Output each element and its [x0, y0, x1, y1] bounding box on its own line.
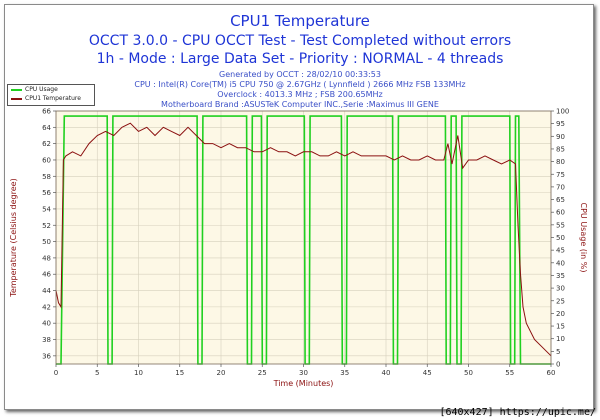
y-right-tick-label: 40 [556, 259, 565, 267]
y-right-tick-label: 5 [556, 348, 560, 356]
chart-title: CPU1 Temperature [230, 12, 370, 30]
y-right-tick-label: 85 [556, 145, 565, 153]
y-right-tick-label: 75 [556, 171, 565, 179]
x-tick-label: 30 [299, 369, 308, 377]
legend-label-cpu-usage: CPU Usage [25, 86, 58, 93]
y-left-axis-label: Temperature (Celsius degree) [9, 178, 18, 297]
y-left-tick-label: 40 [42, 320, 51, 328]
x-tick-label: 5 [95, 369, 99, 377]
y-left-tick-label: 62 [42, 140, 51, 148]
x-tick-label: 10 [134, 369, 143, 377]
y-left-tick-label: 52 [42, 222, 51, 230]
legend-item-cpu-usage: CPU Usage [11, 86, 58, 93]
y-left-tick-label: 44 [42, 287, 51, 295]
legend-swatch-cpu-usage [11, 88, 22, 91]
watermark: [640x427] https://upic.me/ [439, 407, 596, 418]
y-right-axis-label: CPU Usage (in %) [579, 203, 588, 273]
info-motherboard: Motherboard Brand :ASUSTeK Computer INC.… [161, 100, 439, 109]
x-tick-label: 45 [423, 369, 432, 377]
y-left-tick-label: 50 [42, 238, 51, 246]
y-right-tick-label: 55 [556, 221, 565, 229]
y-left-tick-label: 38 [42, 336, 51, 344]
legend-item-temperature: CPU1 Temperature [11, 95, 81, 102]
x-tick-label: 35 [340, 369, 349, 377]
y-right-tick-label: 15 [556, 323, 565, 331]
y-left-tick-label: 42 [42, 303, 51, 311]
x-tick-label: 55 [505, 369, 514, 377]
y-right-tick-label: 50 [556, 234, 565, 242]
y-right-tick-label: 70 [556, 183, 565, 191]
y-right-tick-label: 65 [556, 196, 565, 204]
y-left-tick-label: 56 [42, 189, 51, 197]
info-cpu: CPU : Intel(R) Core(TM) i5 CPU 750 @ 2.6… [134, 80, 466, 89]
y-left-tick-label: 54 [42, 205, 51, 213]
x-tick-label: 15 [175, 369, 184, 377]
y-right-tick-label: 80 [556, 158, 565, 166]
y-right-tick-label: 20 [556, 310, 565, 318]
info-overclock: Overclock : 4013.3 MHz ; FSB 200.65MHz [217, 90, 383, 99]
y-left-tick-label: 48 [42, 254, 51, 262]
y-right-tick-label: 30 [556, 285, 565, 293]
series-line-temperature [55, 122, 552, 357]
y-left-tick-label: 60 [42, 156, 51, 164]
y-left-tick-label: 64 [42, 124, 51, 132]
x-axis-label: Time (Minutes) [273, 379, 334, 388]
x-tick-label: 0 [54, 369, 58, 377]
x-tick-label: 60 [547, 369, 556, 377]
y-right-tick-label: 10 [556, 335, 565, 343]
y-right-tick-label: 0 [556, 361, 560, 369]
chart-subtitle-mode: 1h - Mode : Large Data Set - Priority : … [96, 51, 504, 67]
y-left-tick-label: 36 [42, 352, 51, 360]
y-right-tick-label: 45 [556, 247, 565, 255]
y-left-tick-label: 46 [42, 271, 51, 279]
x-tick-label: 40 [382, 369, 391, 377]
x-tick-label: 25 [258, 369, 267, 377]
y-left-tick-label: 58 [42, 173, 51, 181]
series-line-cpu-usage [56, 115, 551, 365]
y-right-tick-label: 100 [556, 108, 569, 116]
y-right-tick-label: 60 [556, 209, 565, 217]
chart-subtitle-test: OCCT 3.0.0 - CPU OCCT Test - Test Comple… [88, 33, 512, 49]
x-tick-label: 20 [217, 369, 226, 377]
y-right-tick-label: 95 [556, 120, 565, 128]
x-tick-label: 50 [464, 369, 473, 377]
plot-group: 0 5 10 15 20 25 30 35 40 45 50 55 603638404244464850… [9, 108, 588, 389]
legend-swatch-temperature [11, 97, 22, 100]
y-right-tick-label: 35 [556, 272, 565, 280]
info-generated: Generated by OCCT : 28/02/10 00:33:53 [219, 70, 381, 79]
legend: CPU Usage CPU1 Temperature [7, 84, 95, 106]
y-left-tick-label: 66 [42, 108, 51, 116]
y-right-tick-label: 25 [556, 297, 565, 305]
legend-label-temperature: CPU1 Temperature [25, 95, 81, 102]
y-right-tick-label: 90 [556, 133, 565, 141]
